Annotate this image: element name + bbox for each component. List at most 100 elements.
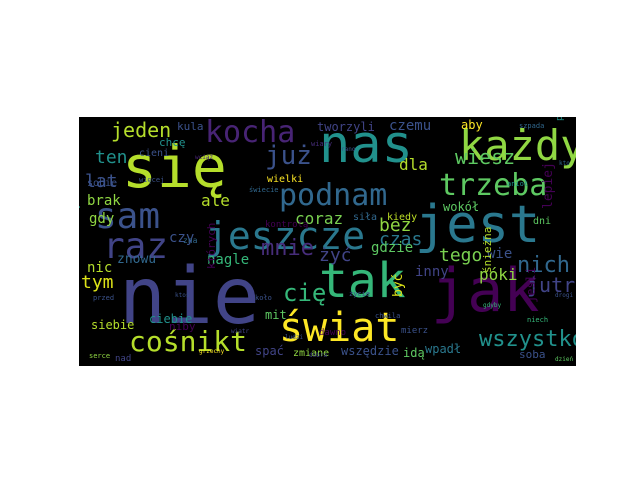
word: wielki (267, 174, 304, 185)
word: kocha (205, 117, 296, 150)
word: być (391, 273, 406, 297)
word: rano (341, 146, 356, 153)
word: mit (265, 308, 287, 322)
word: póki (479, 265, 518, 284)
word: których (205, 222, 218, 269)
word: jeden (111, 118, 172, 142)
word: nie (119, 252, 260, 342)
word: żyć (319, 245, 352, 266)
word: gdzie (371, 240, 414, 256)
word: kula (177, 120, 204, 133)
word: cośnikt (129, 325, 248, 358)
word: zna (183, 236, 198, 245)
word: anioł (507, 180, 529, 188)
word: cieni (139, 148, 170, 159)
word: sam (95, 196, 161, 237)
word: ten (95, 147, 128, 168)
word: chcę (159, 136, 186, 149)
word: wpadł (425, 342, 462, 356)
word: bez (379, 215, 412, 236)
word: ale (201, 191, 230, 210)
word: jutro (527, 273, 576, 297)
word: wszystkie (79, 176, 81, 225)
word: przytnga (555, 117, 565, 121)
word: czy (169, 230, 195, 246)
word: lepiej (541, 162, 556, 209)
word: ktoś (175, 292, 190, 299)
word: wciąż (195, 154, 214, 161)
word: spać (255, 344, 284, 358)
word: tym (81, 272, 114, 293)
word: siebie (91, 318, 135, 332)
word: grzechy (199, 348, 225, 355)
word: wszystko (479, 327, 576, 352)
word: ludzi (285, 334, 304, 341)
word-cloud: nie się nas jest jak tak świat jeszcze k… (79, 117, 576, 366)
word: lat (85, 171, 118, 192)
word: wie (487, 246, 513, 262)
word: więcej (139, 176, 165, 184)
word: dobra (309, 352, 328, 359)
word: tworzyli (317, 120, 375, 134)
word: przed (93, 294, 115, 302)
word: podnam (279, 178, 388, 213)
word: już (265, 141, 312, 171)
word: jak (431, 256, 540, 326)
word: znowu (117, 252, 157, 267)
word: serce (89, 352, 111, 360)
word: zmiane (293, 348, 330, 359)
word: dla (399, 155, 428, 174)
word: coraz (295, 209, 344, 228)
word: dzień (555, 356, 574, 363)
word: niech (527, 316, 549, 324)
word: mnie (261, 236, 314, 261)
word: cię (283, 279, 327, 307)
word: kto (559, 160, 570, 167)
word: śnieżna (481, 226, 494, 273)
word: jeśli (524, 266, 538, 303)
word: sobie (87, 178, 118, 189)
word: wiesz (455, 145, 516, 169)
word: wiary (311, 140, 333, 148)
word: brak (87, 193, 121, 209)
word: życie (349, 290, 371, 298)
word: nic (87, 260, 113, 276)
word: szpada (519, 122, 545, 130)
word: wszędzie (341, 344, 399, 358)
word: chwila (375, 312, 401, 320)
word: trzeba (439, 168, 548, 203)
word: świat (279, 305, 400, 351)
word: czemu (389, 118, 432, 134)
word: dawno (319, 328, 347, 338)
word: tak (319, 253, 406, 309)
word: nagle (207, 252, 250, 268)
word: aby (461, 118, 483, 132)
word: inny (415, 264, 449, 280)
word: niby (169, 320, 196, 333)
word: nad (115, 354, 132, 364)
word: kontrolą (265, 220, 309, 230)
word: dni (533, 216, 552, 227)
word: drogi (555, 292, 574, 299)
word: idą (403, 346, 425, 360)
word: koło (255, 294, 272, 302)
word: nich (517, 253, 570, 278)
word: soba (519, 348, 546, 361)
word: czas (379, 229, 423, 250)
word: wiatr (231, 328, 250, 335)
word: siła (353, 212, 378, 223)
word: raz (103, 226, 169, 267)
word: ciebie (149, 312, 193, 326)
word: gdy (89, 211, 115, 227)
word: kiedy (387, 212, 418, 223)
word: się (122, 133, 227, 201)
word: nas (319, 117, 413, 175)
word: mierz (401, 326, 429, 336)
word: gdyby (483, 302, 502, 309)
word: jest (415, 195, 541, 255)
word: wokół (443, 200, 480, 214)
word: tego (439, 245, 483, 266)
word: jeszcze (205, 214, 366, 258)
word: świecie (249, 186, 279, 194)
word: każdy (459, 121, 576, 170)
